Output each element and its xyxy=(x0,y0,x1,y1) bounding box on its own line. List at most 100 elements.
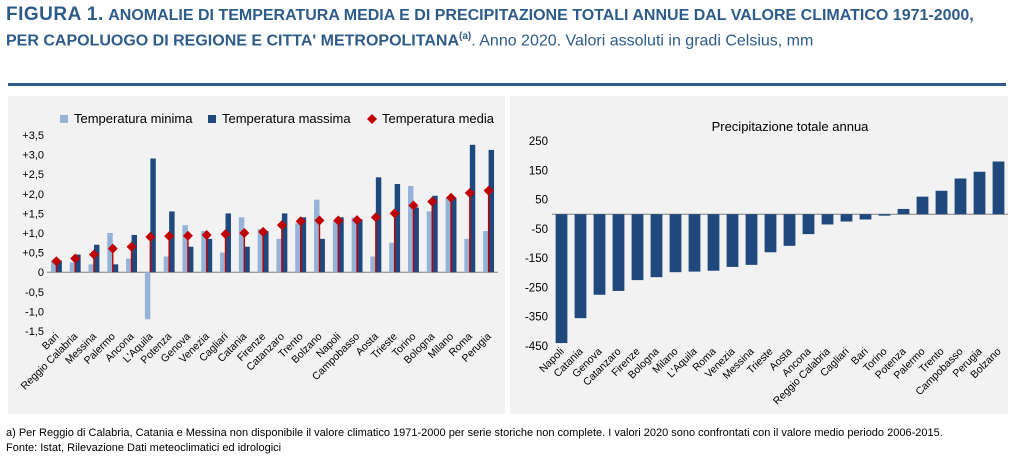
mean-marker-catanzaro xyxy=(276,220,287,231)
y-tick-label: +3,0 xyxy=(22,150,44,162)
bar-min-roma xyxy=(464,238,470,273)
bar-max-trento xyxy=(300,217,307,273)
precipitation-anomaly-chart: Precipitazione totale annua 250 150 50 -50 -1… xyxy=(525,119,1008,407)
precipitation-chart-title: Precipitazione totale annua xyxy=(712,119,870,134)
bar-max-cagliari xyxy=(225,213,231,273)
bar-max-reggio-calabria xyxy=(75,254,81,273)
y-tick-label: +0,5 xyxy=(22,248,44,260)
bar-min-trento xyxy=(295,223,301,273)
bar-min-trieste xyxy=(389,242,395,273)
mean-marker-bari xyxy=(51,256,62,267)
precip-bar-torino xyxy=(878,214,891,216)
bar-max-bari xyxy=(56,260,62,273)
bar-max-bologna xyxy=(432,195,438,273)
y-tick-label: 0 xyxy=(38,267,44,279)
mean-marker-roma xyxy=(464,188,475,199)
mean-marker-cagliari xyxy=(220,229,231,240)
precip-bar-potenza xyxy=(897,208,910,215)
precip-bar-cagliari xyxy=(840,214,853,222)
bar-max-genova xyxy=(187,246,194,273)
bar-min-potenza xyxy=(163,256,170,273)
mean-marker-palermo xyxy=(107,243,118,254)
precip-bar-bolzano xyxy=(992,161,1005,215)
mean-marker-napoli xyxy=(333,215,344,226)
bar-min-bologna xyxy=(426,211,433,273)
bar-min-catania xyxy=(238,217,245,273)
y-tick-label: -50 xyxy=(531,224,548,236)
bar-max-bolzano xyxy=(319,238,325,273)
bar-min-firenze xyxy=(257,229,264,273)
mean-marker-genova xyxy=(182,230,193,241)
mean-marker-torino xyxy=(408,200,419,211)
figure-title-note-marker: (a) xyxy=(459,31,472,42)
bar-min-perugia xyxy=(483,231,489,273)
precip-bar-aosta xyxy=(783,214,796,246)
precip-bar-messina xyxy=(745,214,758,265)
precip-bar-trento xyxy=(935,190,948,215)
mean-marker-l-aquila xyxy=(145,231,156,242)
bar-max-torino xyxy=(413,207,419,273)
precip-bar-trieste xyxy=(764,214,777,253)
bar-min-bari xyxy=(50,260,57,273)
bar-max-catania xyxy=(244,246,250,273)
mean-marker-potenza xyxy=(164,231,175,242)
mean-marker-firenze xyxy=(258,226,269,237)
bar-min-messina xyxy=(88,264,94,273)
bar-max-venezia xyxy=(206,238,213,273)
figure-label: FIGURA 1. xyxy=(6,4,104,25)
bar-max-aosta xyxy=(375,177,382,273)
figure-title: FIGURA 1. ANOMALIE DI TEMPERATURA MEDIA … xyxy=(6,4,1006,51)
mean-marker-bologna xyxy=(427,196,438,207)
bar-min-palermo xyxy=(107,233,113,273)
source-note: Fonte: Istat, Rilevazione Dati meteoclim… xyxy=(6,442,282,454)
y-tick-label: -350 xyxy=(525,312,548,324)
precip-bar-milano xyxy=(669,214,682,273)
y-tick-label: +2,0 xyxy=(22,189,44,201)
footnote-a: a) Per Reggio di Calabria, Catania e Mes… xyxy=(6,427,943,439)
precip-bar-catania xyxy=(574,214,587,319)
mean-marker-perugia xyxy=(483,185,494,196)
y-tick-label: -1,0 xyxy=(25,306,44,318)
precipitation-chart-panel: Precipitazione totale annua 250 150 50 -50 -1… xyxy=(510,96,1008,414)
bar-min-torino xyxy=(407,185,414,273)
precip-bar-catanzaro xyxy=(612,214,625,291)
y-tick-label: -0,5 xyxy=(25,287,44,299)
mean-marker-aosta xyxy=(370,212,381,223)
figure-title-tail: . Anno 2020. Valori assoluti in gradi Ce… xyxy=(471,32,814,50)
bar-min-campobasso xyxy=(351,217,358,273)
title-divider xyxy=(8,83,1006,86)
y-tick-label: +3,5 xyxy=(22,130,44,142)
bar-max-napoli xyxy=(338,217,344,273)
precip-bar-perugia xyxy=(973,171,986,215)
bar-min-milano xyxy=(445,197,452,273)
bar-min-venezia xyxy=(201,231,207,273)
precip-bar-venezia xyxy=(726,214,739,267)
bar-max-ancona xyxy=(131,234,138,273)
bar-max-catanzaro xyxy=(281,213,288,273)
bar-max-campobasso xyxy=(357,219,363,273)
bar-max-messina xyxy=(93,244,100,273)
precip-bar-reggio-calabria xyxy=(821,214,834,225)
precip-bar-bari xyxy=(859,214,872,220)
y-tick-label: +2,5 xyxy=(22,169,44,181)
legend-swatch-temperatura-massima xyxy=(208,115,216,123)
bar-max-firenze xyxy=(263,231,269,273)
precip-bar-campobasso xyxy=(954,178,967,215)
precip-bar-l-aquila xyxy=(688,214,701,272)
precip-bar-genova xyxy=(593,214,606,295)
category-group-reggio-calabria: Reggio Calabria xyxy=(19,253,81,392)
bar-min-bolzano xyxy=(314,199,320,273)
y-tick-label: +1,0 xyxy=(22,228,44,240)
temperature-chart-panel: Temperatura minima Temperatura massima Tem… xyxy=(8,96,505,414)
legend-label-temperatura-media: Temperatura media xyxy=(382,111,495,126)
mean-marker-ancona xyxy=(126,241,137,252)
bar-min-reggio-calabria xyxy=(69,262,76,273)
bar-max-milano xyxy=(451,197,457,273)
y-tick-label: -450 xyxy=(525,341,548,353)
bar-max-perugia xyxy=(488,149,495,273)
mean-marker-trieste xyxy=(389,208,400,219)
figure-title-main: ANOMALIE DI TEMPERATURA MEDIA E DI PRECI… xyxy=(6,7,974,50)
mean-marker-campobasso xyxy=(352,215,363,226)
bar-max-l-aquila xyxy=(150,158,156,273)
footnotes: a) Per Reggio di Calabria, Catania e Mes… xyxy=(6,426,943,456)
